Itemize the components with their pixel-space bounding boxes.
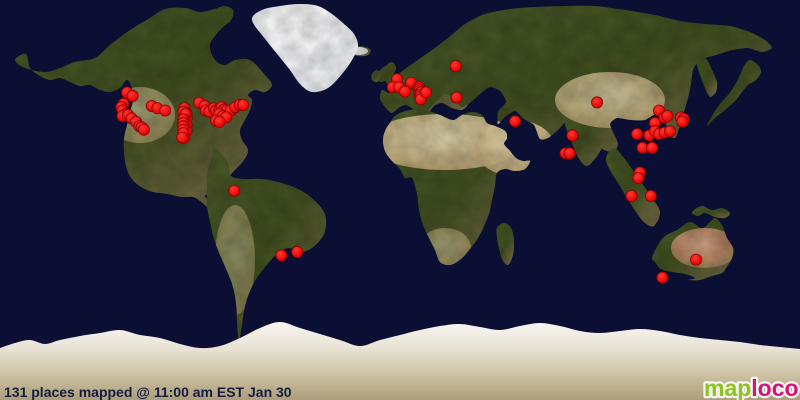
svg-text:maploco: maploco <box>704 375 799 400</box>
svg-text:131 places mapped @ 11:00 am E: 131 places mapped @ 11:00 am EST Jan 30 <box>4 384 292 400</box>
